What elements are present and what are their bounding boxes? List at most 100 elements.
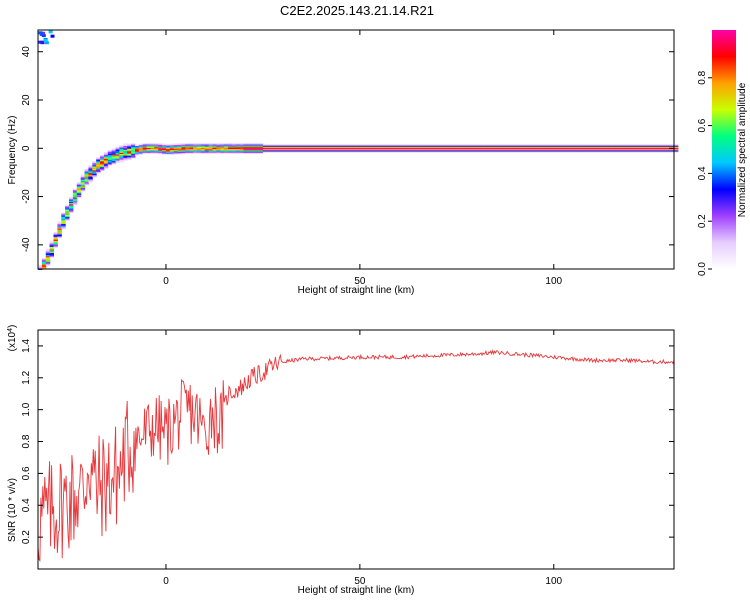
spectrogram-cell <box>511 151 516 153</box>
spectrogram-cell <box>65 214 70 216</box>
spectrogram-cell <box>235 151 241 153</box>
spectrogram-cell <box>107 163 113 165</box>
spectrogram-cell <box>69 205 74 207</box>
spectrogram-cell <box>216 144 221 146</box>
colorbar-label: Normalized spectral amplitude <box>737 82 748 217</box>
spectrogram-cell <box>200 148 206 151</box>
spectrogram-cell <box>511 148 516 151</box>
spectrogram-cell <box>340 150 345 152</box>
spectrogram-cell <box>635 144 640 146</box>
spectrogram-cell <box>670 144 675 146</box>
spectrogram-cell <box>321 147 326 150</box>
spectrogram-cell <box>476 148 481 151</box>
spectrogram-cell <box>503 144 508 146</box>
spectrogram-cell <box>72 191 78 193</box>
spectrogram-cell <box>313 150 318 152</box>
spectrogram-cell <box>332 145 338 147</box>
spectrogram-cell <box>69 211 74 213</box>
spectrogram-cell <box>623 146 628 148</box>
spectrogram-y-ticks: -40 -20 0 20 40 <box>21 46 674 252</box>
spectrogram-cell <box>103 163 109 165</box>
spectrogram-cell <box>627 148 632 151</box>
spectrogram-cell <box>468 148 473 151</box>
spectrogram-cell <box>383 151 388 153</box>
spectrogram-cell <box>282 151 287 153</box>
spectrogram-cell <box>549 145 555 147</box>
spectrogram-cell <box>131 146 136 148</box>
spectrogram-cell <box>88 169 93 171</box>
spectrogram-cell <box>542 146 547 148</box>
spectrogram-cell <box>542 148 547 151</box>
spectrogram-cell <box>181 149 186 151</box>
spectrogram-cell <box>38 267 43 269</box>
spectrogram-cell <box>115 146 120 149</box>
spectrogram-cell <box>185 146 190 148</box>
spectrogram-cell <box>208 146 213 148</box>
spectrogram-cell <box>674 147 679 150</box>
spectrogram-cell <box>119 153 124 156</box>
spectrogram-cell <box>100 158 105 161</box>
spectrogram-cell <box>127 153 132 155</box>
spectrogram-cell <box>189 147 194 150</box>
spectrogram-cell <box>123 146 128 149</box>
spectrogram-cell <box>220 152 225 154</box>
spectrogram-cell <box>49 247 54 250</box>
spectrogram-cell <box>530 151 535 153</box>
spectrogram-cell <box>72 193 78 196</box>
spectrogram-cell <box>495 146 500 148</box>
spectrogram-cell <box>325 144 330 146</box>
spectrogram-cell <box>623 151 628 153</box>
spectrogram-cell <box>336 147 341 150</box>
spectrogram-cell <box>286 145 291 147</box>
spectrogram-cell <box>515 151 520 153</box>
spectrogram-cell <box>650 150 656 152</box>
spectrogram-cell <box>402 150 407 152</box>
spectrogram-cell <box>421 144 427 146</box>
spectrogram-cell <box>507 146 512 148</box>
spectrogram-cell <box>534 146 539 148</box>
spectrogram-cell <box>313 145 318 147</box>
spectrogram-cell <box>410 148 415 151</box>
spectrogram-cell <box>530 144 535 146</box>
spectrogram-cell <box>639 150 644 152</box>
spectrogram-cell <box>88 171 93 173</box>
spectrogram-cell <box>588 148 594 151</box>
spectrogram-cell <box>216 145 221 147</box>
spectrogram-cell <box>418 147 423 150</box>
spectrogram-cell <box>45 260 51 263</box>
spectrogram-cell <box>38 31 43 35</box>
spectrogram-cell <box>84 173 89 175</box>
spectrogram-cell <box>643 151 648 153</box>
spectrogram-cell <box>557 151 563 153</box>
spectrogram-cell <box>131 151 136 153</box>
spectrogram-cell <box>243 148 248 151</box>
spectrogram-cell <box>549 144 555 146</box>
spectrogram-cell <box>96 162 101 164</box>
spectrogram-cell <box>348 150 353 152</box>
spectrogram-cell <box>604 150 609 152</box>
spectrogram-cell <box>224 147 229 150</box>
spectrogram-cell <box>445 151 450 153</box>
spectrogram-cell <box>398 146 404 148</box>
spectrogram-cell <box>344 145 349 147</box>
spectrogram-cell <box>615 148 621 151</box>
spectrogram-cell <box>573 144 578 146</box>
spectrogram-cell <box>359 145 365 147</box>
y-tick-label: 0.6 <box>21 466 32 480</box>
spectrogram-cell <box>177 143 182 145</box>
spectrogram-cell <box>127 150 132 153</box>
spectrogram-cell <box>344 150 349 152</box>
spectrogram-cell <box>259 145 264 147</box>
spectrogram-cell <box>472 144 477 146</box>
spectrogram-cell <box>325 151 330 153</box>
spectrogram-cell <box>487 150 493 152</box>
spectrogram-cell <box>181 145 186 147</box>
y-tick-label: 1.4 <box>21 339 32 353</box>
spectrogram-cell <box>262 144 268 146</box>
spectrogram-cell <box>76 184 82 187</box>
spectrogram-cell <box>103 162 109 164</box>
spectrogram-cell <box>189 151 194 153</box>
spectrogram-cell <box>429 147 435 150</box>
spectrogram-cell <box>515 147 520 150</box>
spectrogram-cell <box>518 150 524 152</box>
